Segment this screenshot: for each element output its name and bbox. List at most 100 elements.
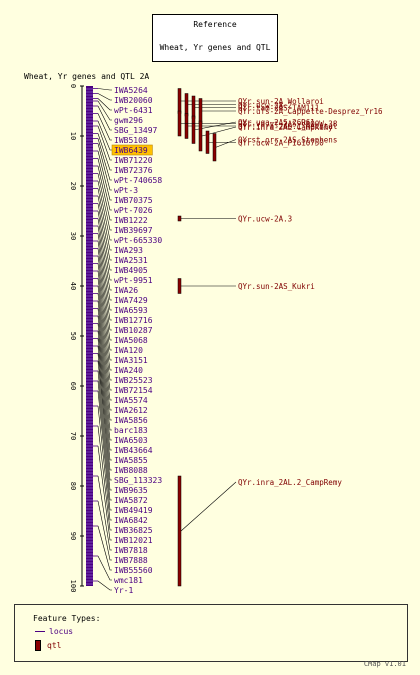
marker-connector — [97, 158, 112, 211]
marker-label: IWA293 — [114, 246, 143, 255]
qtl-connector — [180, 481, 237, 532]
qtl-bar — [191, 95, 196, 119]
marker-label: IWA5574 — [114, 396, 148, 405]
marker-connector — [97, 580, 112, 591]
qtl-bar — [184, 93, 189, 117]
marker-connector — [97, 93, 112, 101]
axis-tick-label: 20 — [69, 182, 77, 190]
marker-connector — [97, 308, 112, 411]
axis-tick-label: 10 — [69, 132, 77, 140]
marker-connector — [97, 338, 112, 451]
marker-connector — [97, 285, 112, 381]
marker-connector — [97, 100, 112, 121]
marker-connector — [97, 210, 112, 281]
qtl-label: QYr.ucw-2A.3 — [238, 215, 292, 224]
marker-connector — [97, 300, 112, 401]
marker-label: IWB6439 — [114, 146, 148, 155]
axis-tick-label: 50 — [69, 332, 77, 340]
marker-connector — [97, 240, 112, 321]
qtl-bar — [177, 475, 182, 587]
marker-label: IWB7888 — [114, 556, 148, 565]
marker-label: IWB49419 — [114, 506, 153, 515]
qtl-bar — [191, 115, 196, 144]
marker-label: IWA5264 — [114, 86, 148, 95]
marker-connector — [97, 248, 112, 331]
marker-label: IWB55560 — [114, 566, 153, 575]
qtl-bar — [205, 130, 210, 154]
marker-label: IWA6503 — [114, 436, 148, 445]
marker-connector — [97, 88, 112, 91]
marker-label: IWB36825 — [114, 526, 153, 535]
marker-label: IWA7429 — [114, 296, 148, 305]
marker-label: IWA5068 — [114, 336, 148, 345]
marker-label: IWB39697 — [114, 226, 153, 235]
qtl-label: QYr.inra-2AL_CampRemy — [238, 123, 333, 132]
marker-connector — [97, 113, 112, 141]
legend-box: Feature Types: locus qtl — [14, 604, 408, 662]
marker-label: IWB5108 — [114, 136, 148, 145]
marker-connector — [97, 270, 112, 361]
marker-connector — [97, 133, 112, 171]
marker-connector — [97, 278, 112, 371]
marker-label: IWB70375 — [114, 196, 153, 205]
marker-connector — [97, 165, 112, 221]
marker-connector — [97, 180, 112, 241]
marker-connector — [97, 445, 112, 541]
marker-connector — [97, 120, 112, 151]
legend-locus: locus — [35, 627, 73, 636]
marker-connector — [97, 195, 112, 261]
map-title: Wheat, Yr genes and QTL 2A — [24, 72, 150, 81]
marker-connector — [97, 345, 112, 461]
marker-connector — [97, 105, 112, 131]
qtl-bar — [212, 133, 217, 162]
axis-tick-label: 100 — [69, 580, 77, 593]
marker-connector — [97, 353, 112, 471]
marker-label: wPt-9951 — [114, 276, 153, 285]
marker-label: IWB9635 — [114, 486, 148, 495]
marker-label: IWB72154 — [114, 386, 153, 395]
marker-label: IWA5855 — [114, 456, 148, 465]
marker-connector — [97, 143, 112, 191]
marker-connector — [97, 263, 112, 351]
qtl-bar — [177, 110, 182, 137]
marker-label: barc183 — [114, 426, 148, 435]
marker-connector — [97, 525, 112, 571]
marker-connector — [97, 555, 112, 581]
marker-label: wPt-6431 — [114, 106, 153, 115]
marker-label: IWA26 — [114, 286, 138, 295]
reference-heading: Reference — [193, 20, 237, 29]
axis-tick-label: 40 — [69, 282, 77, 290]
qtl-label: QYr.sun-2AS_Kukri — [238, 282, 315, 291]
marker-connector — [97, 323, 112, 431]
qtl-label: QYrst.orr-2AS_Stephens — [238, 136, 337, 145]
chromosome-map: 0102030405060708090100IWA5264IWB20060wPt… — [69, 84, 383, 595]
marker-label: SBG_13497 — [114, 126, 158, 135]
marker-label: IWA5856 — [114, 416, 148, 425]
marker-connector — [97, 390, 112, 511]
marker-label: IWB12716 — [114, 316, 153, 325]
marker-label: wPt-7026 — [114, 206, 153, 215]
axis-tick-label: 0 — [69, 84, 77, 88]
qtl-label: QYr.va.vt-2AS_VA00W-38 — [238, 120, 338, 129]
marker-connector — [97, 255, 112, 341]
qtl-bar — [184, 113, 189, 139]
locus-line-icon — [35, 631, 45, 632]
legend-qtl-label: qtl — [47, 641, 62, 650]
qtl-label: QYr.ufs-2A_Cappelle-Desprez_Yr16 — [238, 107, 383, 116]
marker-label: IWB72376 — [114, 166, 153, 175]
axis-tick-label: 30 — [69, 232, 77, 240]
marker-label: IWA2531 — [114, 256, 148, 265]
marker-connector — [97, 500, 112, 561]
marker-connector — [97, 218, 112, 291]
marker-label: IWA5872 — [114, 496, 148, 505]
marker-label: wmc181 — [114, 576, 143, 585]
version-label: CMap v1.01 — [363, 660, 406, 668]
qtl-bar — [198, 120, 203, 152]
marker-label: wPt-3 — [114, 186, 138, 195]
marker-connector — [97, 188, 112, 251]
marker-label: IWB1222 — [114, 216, 148, 225]
marker-connector — [97, 293, 112, 391]
marker-label: IWA3151 — [114, 356, 148, 365]
marker-connector — [97, 360, 112, 481]
